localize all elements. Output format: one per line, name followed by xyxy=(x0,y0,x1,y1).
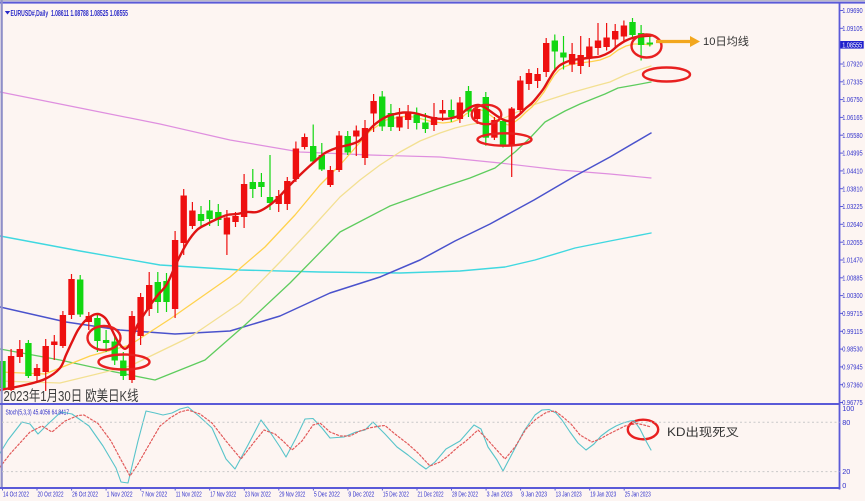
svg-text:1.06750: 1.06750 xyxy=(842,95,863,104)
svg-text:KD出现死叉: KD出现死叉 xyxy=(667,425,740,439)
svg-text:1.00885: 1.00885 xyxy=(842,273,863,282)
svg-text:10日均线: 10日均线 xyxy=(703,34,749,48)
svg-text:23 Nov 2022: 23 Nov 2022 xyxy=(245,490,271,499)
svg-text:1.07920: 1.07920 xyxy=(842,60,863,69)
svg-text:1.03225: 1.03225 xyxy=(842,202,863,211)
svg-text:26 Oct 2022: 26 Oct 2022 xyxy=(72,490,98,499)
svg-text:80: 80 xyxy=(842,418,850,427)
svg-text:29 Nov 2022: 29 Nov 2022 xyxy=(279,490,305,499)
svg-text:1 Nov 2022: 1 Nov 2022 xyxy=(107,490,133,499)
svg-text:1.06165: 1.06165 xyxy=(842,113,863,122)
svg-text:25 Jan 2023: 25 Jan 2023 xyxy=(625,490,651,499)
svg-text:Stoch(5,3,3) 45.4056 64.8417: Stoch(5,3,3) 45.4056 64.8417 xyxy=(6,407,70,416)
svg-text:1.09690: 1.09690 xyxy=(842,6,863,15)
svg-text:1.02055: 1.02055 xyxy=(842,238,863,247)
svg-text:0.96775: 0.96775 xyxy=(842,398,863,407)
svg-text:20 Oct 2022: 20 Oct 2022 xyxy=(38,490,64,499)
svg-text:28 Dec 2022: 28 Dec 2022 xyxy=(452,490,478,499)
svg-text:100: 100 xyxy=(842,404,854,413)
svg-text:15 Dec 2022: 15 Dec 2022 xyxy=(383,490,409,499)
svg-text:1.02640: 1.02640 xyxy=(842,220,863,229)
svg-text:0.97945: 0.97945 xyxy=(842,363,863,372)
svg-text:11 Nov 2022: 11 Nov 2022 xyxy=(176,490,202,499)
svg-text:1.03810: 1.03810 xyxy=(842,184,863,193)
svg-text:0.97360: 0.97360 xyxy=(842,380,863,389)
svg-text:5 Dec 2022: 5 Dec 2022 xyxy=(314,490,340,499)
svg-text:1.04410: 1.04410 xyxy=(842,167,863,176)
svg-text:9 Jan 2023: 9 Jan 2023 xyxy=(521,490,547,499)
svg-text:1.04995: 1.04995 xyxy=(842,149,863,158)
svg-text:0.98530: 0.98530 xyxy=(842,345,863,354)
svg-text:EURUSD#,Daily 1.08611 1.08788: EURUSD#,Daily 1.08611 1.08788 1.08525 1.… xyxy=(11,8,129,18)
svg-text:20: 20 xyxy=(842,467,850,476)
svg-text:21 Dec 2022: 21 Dec 2022 xyxy=(418,490,444,499)
svg-text:1.05580: 1.05580 xyxy=(842,131,863,140)
svg-text:7 Nov 2022: 7 Nov 2022 xyxy=(141,490,167,499)
svg-text:1.07335: 1.07335 xyxy=(842,77,863,86)
svg-text:0.99115: 0.99115 xyxy=(842,327,863,336)
svg-text:13 Jan 2023: 13 Jan 2023 xyxy=(556,490,582,499)
svg-text:1.00300: 1.00300 xyxy=(842,291,863,300)
svg-text:1.08555: 1.08555 xyxy=(842,43,862,50)
svg-text:1.01470: 1.01470 xyxy=(842,256,863,265)
svg-text:0: 0 xyxy=(842,481,846,490)
svg-text:9 Dec 2022: 9 Dec 2022 xyxy=(348,490,374,499)
svg-text:14 Oct 2022: 14 Oct 2022 xyxy=(3,490,29,499)
svg-text:0.99715: 0.99715 xyxy=(842,309,863,318)
svg-text:2023年1月30日 欧美日K线: 2023年1月30日 欧美日K线 xyxy=(4,388,139,405)
svg-text:3 Jan 2023: 3 Jan 2023 xyxy=(487,490,513,499)
svg-text:1.09105: 1.09105 xyxy=(842,24,863,33)
svg-text:19 Jan 2023: 19 Jan 2023 xyxy=(590,490,616,499)
svg-text:17 Nov 2022: 17 Nov 2022 xyxy=(210,490,236,499)
